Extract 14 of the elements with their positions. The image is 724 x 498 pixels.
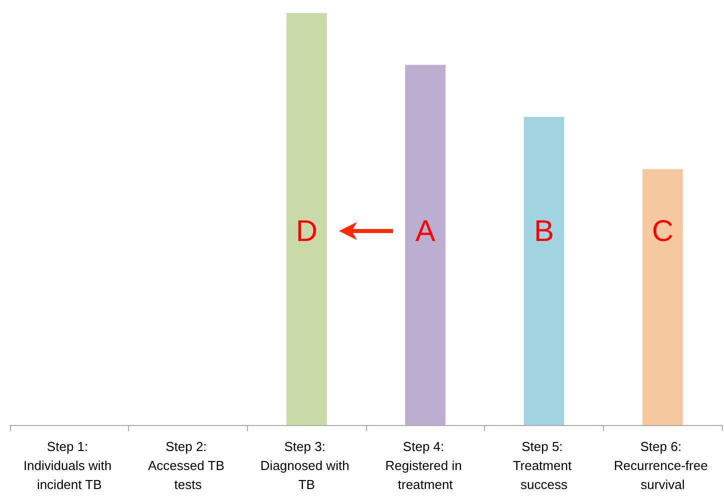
annotation: C: [652, 214, 674, 248]
x-tick-label: Step 1: Individuals with incident TB: [23, 439, 116, 492]
bar: [286, 13, 327, 425]
annotation: D: [296, 214, 318, 248]
annotation: B: [534, 214, 554, 248]
x-tick-label: Step 4: Registered in treatment: [385, 439, 466, 492]
annotation: A: [415, 214, 436, 248]
x-tick-label: Step 2: Accessed TB tests: [148, 439, 228, 492]
bar: [642, 169, 683, 425]
x-tick-label: Step 6: Recurrence-free survival: [614, 439, 712, 492]
bar: [405, 64, 446, 425]
bar: [524, 116, 564, 425]
x-tick-label: Step 5: Treatment success: [512, 439, 576, 492]
x-tick-label: Step 3: Diagnosed with TB: [260, 439, 353, 492]
